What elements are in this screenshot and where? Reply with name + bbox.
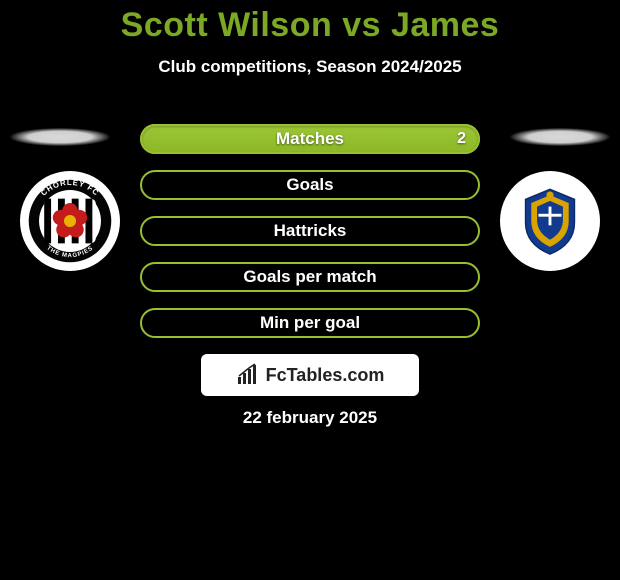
badge-shadow-right — [510, 128, 610, 146]
stat-row: Goals — [140, 170, 480, 200]
stat-label: Min per goal — [140, 308, 480, 338]
stat-label: Goals — [140, 170, 480, 200]
badge-shadow-left — [10, 128, 110, 146]
stat-label: Matches — [140, 124, 480, 154]
left-club-badge: CHORLEY FC THE MAGPIES — [20, 171, 120, 271]
page-title: Scott Wilson vs James — [0, 0, 620, 45]
source-logo: FcTables.com — [201, 354, 419, 396]
chorley-crest-icon: CHORLEY FC THE MAGPIES — [27, 178, 113, 264]
stat-row: Goals per match — [140, 262, 480, 292]
source-logo-text: FcTables.com — [266, 365, 385, 386]
stat-label: Hattricks — [140, 216, 480, 246]
stat-row: Matches2 — [140, 124, 480, 154]
stat-row: Min per goal — [140, 308, 480, 338]
infographic-container: Scott Wilson vs James Club competitions,… — [0, 0, 620, 580]
page-subtitle: Club competitions, Season 2024/2025 — [0, 57, 620, 77]
stat-row: Hattricks — [140, 216, 480, 246]
generated-date: 22 february 2025 — [0, 408, 620, 428]
bar-chart-icon — [236, 363, 260, 387]
away-crest-icon — [514, 185, 586, 257]
stat-label: Goals per match — [140, 262, 480, 292]
stat-value-right: 2 — [457, 124, 466, 154]
stat-rows: Matches2 Goals Hattricks Goals per match Min… — [140, 124, 480, 354]
right-club-badge — [500, 171, 600, 271]
